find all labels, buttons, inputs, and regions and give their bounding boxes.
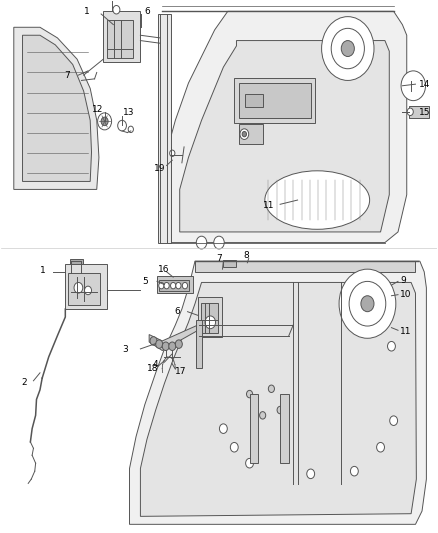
- Bar: [245, 94, 263, 107]
- Text: 2: 2: [21, 378, 27, 387]
- Polygon shape: [130, 261, 426, 524]
- Bar: [158, 14, 171, 243]
- Circle shape: [164, 282, 169, 289]
- Polygon shape: [14, 27, 99, 189]
- Bar: [68, 273, 100, 305]
- Circle shape: [128, 126, 134, 133]
- Text: 16: 16: [158, 265, 170, 273]
- Text: 6: 6: [174, 307, 180, 316]
- Text: 4: 4: [152, 360, 158, 369]
- Text: 18: 18: [147, 364, 159, 373]
- Bar: [157, 276, 193, 293]
- Circle shape: [361, 296, 374, 312]
- Circle shape: [247, 390, 253, 398]
- Text: 11: 11: [263, 201, 274, 210]
- Text: 13: 13: [123, 108, 134, 117]
- Circle shape: [388, 342, 396, 351]
- Circle shape: [113, 5, 120, 14]
- Bar: [103, 11, 141, 62]
- Bar: [65, 264, 107, 309]
- Bar: [223, 260, 237, 266]
- Circle shape: [406, 76, 421, 95]
- Text: 8: 8: [243, 252, 249, 260]
- Text: 6: 6: [145, 7, 151, 16]
- Bar: [159, 280, 189, 291]
- Circle shape: [277, 406, 283, 414]
- Bar: [409, 106, 428, 118]
- Bar: [234, 78, 315, 123]
- Bar: [280, 394, 289, 463]
- Circle shape: [169, 342, 176, 351]
- Text: 12: 12: [92, 105, 103, 114]
- Text: 7: 7: [216, 254, 222, 263]
- Circle shape: [214, 236, 224, 249]
- Circle shape: [230, 442, 238, 452]
- Text: 15: 15: [419, 108, 431, 117]
- Circle shape: [242, 132, 247, 137]
- Text: 9: 9: [400, 276, 406, 285]
- Polygon shape: [22, 35, 92, 181]
- Bar: [239, 83, 311, 118]
- Bar: [239, 124, 263, 144]
- Circle shape: [240, 129, 249, 140]
- Circle shape: [341, 41, 354, 56]
- Circle shape: [98, 113, 112, 130]
- Bar: [195, 261, 416, 272]
- Polygon shape: [149, 325, 198, 351]
- Text: 7: 7: [64, 70, 70, 79]
- Circle shape: [401, 71, 426, 101]
- Circle shape: [101, 117, 108, 126]
- Circle shape: [407, 108, 413, 116]
- Circle shape: [159, 282, 164, 289]
- Circle shape: [175, 340, 182, 349]
- Text: 17: 17: [174, 367, 186, 376]
- Circle shape: [307, 469, 314, 479]
- Text: 1: 1: [40, 266, 46, 275]
- Circle shape: [219, 424, 227, 433]
- Circle shape: [377, 442, 385, 452]
- Text: 3: 3: [122, 345, 128, 354]
- Circle shape: [331, 28, 364, 69]
- Bar: [196, 320, 202, 368]
- Circle shape: [162, 342, 169, 351]
- Text: 1: 1: [84, 7, 89, 16]
- Polygon shape: [180, 41, 389, 232]
- Circle shape: [182, 282, 187, 289]
- Circle shape: [196, 236, 207, 249]
- Circle shape: [150, 337, 157, 345]
- Circle shape: [349, 281, 386, 326]
- Circle shape: [118, 120, 127, 131]
- Text: 14: 14: [419, 79, 431, 88]
- Circle shape: [170, 150, 175, 157]
- Circle shape: [155, 340, 162, 349]
- Text: 11: 11: [400, 327, 412, 336]
- Ellipse shape: [265, 171, 370, 229]
- Circle shape: [176, 282, 181, 289]
- Circle shape: [268, 385, 275, 392]
- Bar: [198, 297, 222, 337]
- Circle shape: [321, 17, 374, 80]
- Circle shape: [170, 282, 176, 289]
- Text: 10: 10: [400, 290, 412, 299]
- Circle shape: [260, 411, 266, 419]
- Circle shape: [350, 466, 358, 476]
- Circle shape: [205, 316, 215, 329]
- Bar: [107, 20, 134, 58]
- Bar: [70, 259, 83, 264]
- Text: 5: 5: [143, 277, 148, 286]
- Circle shape: [85, 286, 92, 295]
- Bar: [201, 303, 218, 334]
- Bar: [250, 394, 258, 463]
- Polygon shape: [162, 11, 407, 243]
- Circle shape: [390, 416, 398, 425]
- Text: 19: 19: [153, 164, 165, 173]
- Circle shape: [246, 458, 254, 468]
- Circle shape: [339, 269, 396, 338]
- Polygon shape: [141, 282, 417, 516]
- Circle shape: [74, 282, 83, 293]
